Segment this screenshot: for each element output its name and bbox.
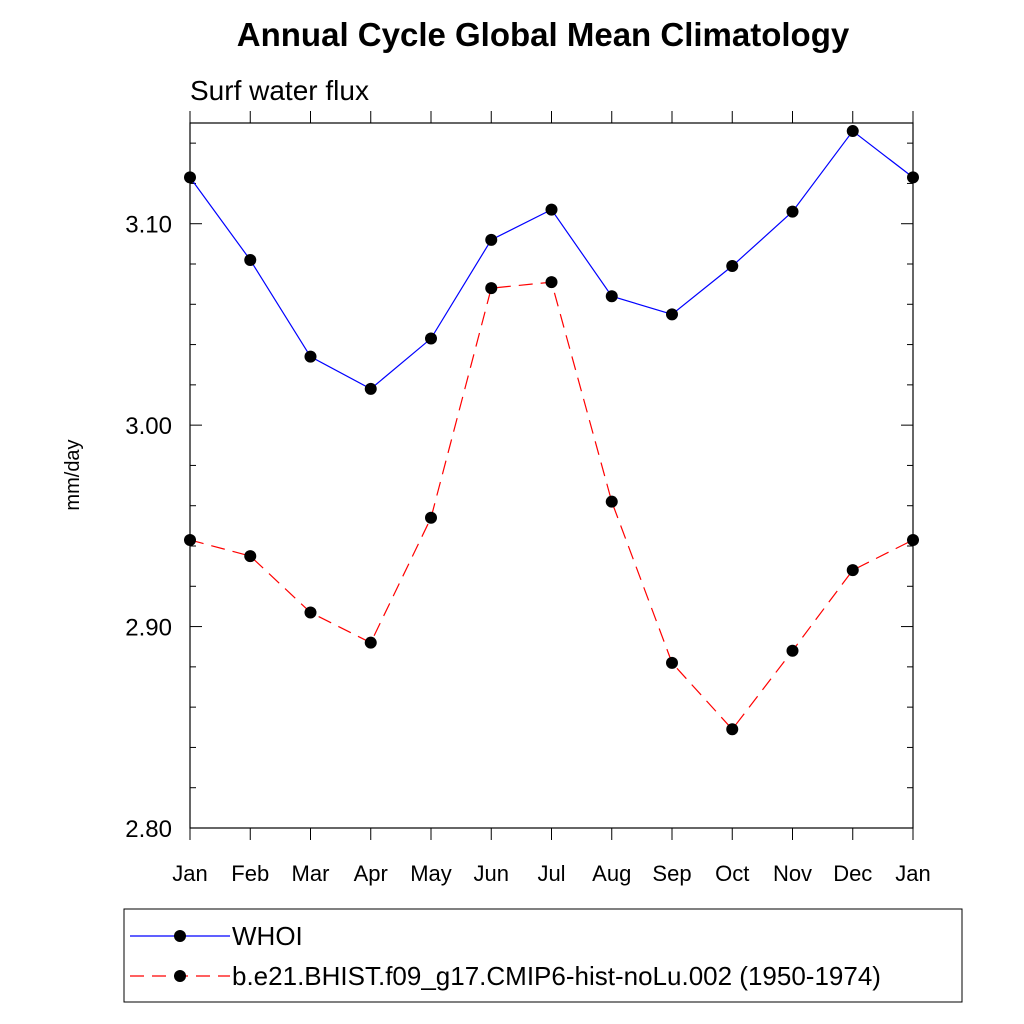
legend: WHOI b.e21.BHIST.f09_g17.CMIP6-hist-noLu…	[123, 908, 963, 1003]
x-tick-label: Jun	[474, 861, 509, 886]
legend-label-model: b.e21.BHIST.f09_g17.CMIP6-hist-noLu.002 …	[232, 961, 881, 991]
data-point	[304, 350, 317, 363]
y-tick-label: 3.00	[125, 413, 172, 440]
data-point	[425, 332, 437, 345]
legend-box	[123, 908, 963, 1003]
data-point	[364, 382, 377, 395]
y-axis-label: mm/day	[62, 439, 84, 510]
series-layer	[184, 125, 919, 736]
x-tick-label: Jan	[172, 861, 207, 886]
data-point	[605, 290, 618, 303]
series-1	[184, 276, 919, 736]
data-point	[846, 564, 859, 577]
series-line	[189, 281, 914, 731]
legend-marker-model	[174, 970, 186, 982]
data-point	[666, 656, 678, 669]
data-point	[304, 606, 317, 619]
series-line	[189, 130, 914, 390]
chart-title: Annual Cycle Global Mean Climatology	[237, 16, 850, 53]
series-0	[184, 125, 919, 395]
data-point	[605, 495, 618, 508]
data-point	[907, 533, 919, 546]
x-tick-labels: Jan Feb Mar Apr May Jun Jul Aug Sep Oct Nov Dec Jan	[172, 861, 930, 886]
data-point	[846, 125, 859, 138]
x-tick-label: Dec	[833, 861, 872, 886]
data-point	[545, 203, 558, 216]
data-point	[907, 171, 919, 184]
data-point	[786, 205, 799, 218]
data-point	[485, 282, 498, 295]
data-point	[184, 533, 196, 546]
data-point	[726, 723, 739, 736]
legend-label-whoi: WHOI	[232, 921, 303, 951]
data-point	[485, 233, 498, 246]
data-point	[666, 308, 678, 321]
x-tick-label: Sep	[652, 861, 691, 886]
y-tick-label: 2.90	[125, 615, 172, 642]
data-point	[244, 550, 257, 563]
x-tick-label: Mar	[292, 861, 330, 886]
x-tick-label: Nov	[773, 861, 812, 886]
data-point	[545, 276, 558, 289]
legend-marker-whoi	[174, 930, 186, 942]
chart-subtitle: Surf water flux	[190, 75, 369, 106]
data-point	[425, 511, 437, 524]
plot-axes	[189, 111, 914, 840]
y-tick-labels: 2.80 2.90 3.00 3.10	[125, 212, 172, 843]
data-point	[364, 636, 377, 649]
x-tick-label: Aug	[592, 861, 631, 886]
data-point	[726, 260, 739, 273]
y-tick-label: 2.80	[125, 816, 172, 843]
data-point	[184, 171, 196, 184]
x-tick-label: Jan	[895, 861, 930, 886]
x-tick-label: May	[410, 861, 452, 886]
data-point	[786, 644, 799, 657]
data-point	[244, 253, 257, 266]
x-tick-label: Feb	[231, 861, 269, 886]
plot-frame	[189, 122, 914, 829]
y-tick-label: 3.10	[125, 212, 172, 239]
x-tick-label: Apr	[354, 861, 388, 886]
x-tick-label: Oct	[715, 861, 749, 886]
x-tick-label: Jul	[537, 861, 565, 886]
